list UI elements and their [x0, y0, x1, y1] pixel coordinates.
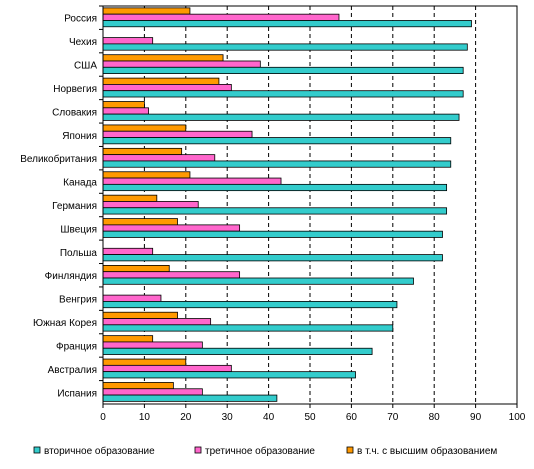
bar-secondary — [102, 66, 464, 74]
bar-secondary — [102, 230, 443, 238]
category-label: Россия — [64, 14, 97, 25]
bar-tertiary — [102, 130, 253, 138]
category-label: Финляндия — [45, 271, 97, 282]
legend-label: вторичное образование — [44, 445, 155, 457]
category-label: Япония — [62, 131, 97, 142]
bar-higher — [102, 77, 220, 85]
bar-secondary — [102, 183, 448, 192]
bar-tertiary — [102, 177, 282, 185]
bar-tertiary — [102, 247, 154, 255]
x-tick-label: 100 — [509, 412, 526, 423]
legend-swatch — [33, 446, 41, 454]
category-label: Германия — [52, 201, 97, 212]
bar-tertiary — [102, 201, 199, 209]
bar-higher — [102, 265, 170, 273]
bar-secondary — [102, 20, 472, 28]
bar-secondary — [102, 113, 460, 121]
x-tick-label: 90 — [470, 412, 482, 423]
bar-tertiary — [102, 37, 154, 45]
legend-swatch — [194, 446, 202, 454]
category-labels: Россия Чехия США Норвегия Словакия Япония Вели… — [20, 14, 97, 400]
x-tick-label: 80 — [429, 412, 441, 423]
bar-secondary — [102, 324, 394, 332]
bar-secondary — [102, 137, 452, 145]
bar-higher — [102, 101, 145, 109]
legend-label: третичное образование — [205, 445, 315, 457]
category-label: Венгрия — [59, 295, 97, 306]
bar-higher — [102, 171, 191, 179]
bar-secondary — [102, 254, 443, 262]
bar-tertiary — [102, 388, 203, 396]
legend: вторичное образование третичное образован… — [33, 445, 497, 457]
category-label: Чехия — [69, 37, 97, 48]
bar-higher — [102, 382, 174, 390]
category-label: Испания — [57, 388, 97, 399]
category-label: Польша — [60, 248, 98, 259]
bar-higher — [102, 335, 154, 343]
category-label: Швеция — [60, 224, 97, 235]
category-label: Австралия — [48, 365, 97, 376]
bar-tertiary — [102, 271, 241, 279]
x-tick-label: 0 — [100, 412, 106, 423]
category-label: США — [74, 61, 97, 72]
bar-tertiary — [102, 341, 203, 349]
legend-label: в т.ч. с высшим образованием — [357, 445, 497, 457]
bar-tertiary — [102, 364, 232, 373]
x-tick-label: 60 — [346, 412, 358, 423]
x-tick-label: 10 — [139, 412, 151, 423]
bar-higher — [102, 124, 187, 132]
bars — [102, 7, 472, 402]
x-tick-label: 70 — [387, 412, 399, 423]
bar-secondary — [102, 160, 452, 168]
category-label: Канада — [63, 178, 97, 189]
bar-tertiary — [102, 60, 261, 68]
x-tick-label: 50 — [304, 412, 316, 423]
bar-tertiary — [102, 318, 212, 326]
category-label: Словакия — [52, 107, 97, 118]
bar-tertiary — [102, 294, 162, 302]
bar-tertiary — [102, 13, 340, 21]
bar-tertiary — [102, 84, 232, 92]
bar-higher — [102, 194, 158, 202]
legend-swatch — [346, 446, 354, 454]
category-label: Норвегия — [53, 84, 97, 95]
bar-tertiary — [102, 107, 149, 115]
category-label: Южная Корея — [33, 318, 97, 329]
bar-higher — [102, 311, 178, 319]
bar-secondary — [102, 371, 356, 379]
x-tick-labels: 0 10 20 30 40 50 60 70 80 90 100 — [100, 412, 526, 423]
bar-higher — [102, 147, 183, 156]
bar-tertiary — [102, 154, 216, 162]
bar-secondary — [102, 394, 278, 402]
category-label: Франция — [56, 341, 97, 352]
category-label: Великобритания — [20, 153, 97, 165]
bar-secondary — [102, 277, 414, 285]
bar-tertiary — [102, 224, 241, 232]
bar-secondary — [102, 347, 373, 355]
bar-secondary — [102, 301, 398, 309]
axes — [99, 5, 518, 408]
bar-higher — [102, 54, 224, 62]
bar-secondary — [102, 43, 468, 51]
x-tick-label: 40 — [263, 412, 275, 423]
x-tick-label: 20 — [180, 412, 192, 423]
bar-higher — [102, 358, 187, 366]
bar-secondary — [102, 207, 448, 215]
bar-higher — [102, 218, 178, 226]
x-tick-label: 30 — [222, 412, 234, 423]
bar-secondary — [102, 90, 464, 98]
bar-higher — [102, 7, 191, 15]
